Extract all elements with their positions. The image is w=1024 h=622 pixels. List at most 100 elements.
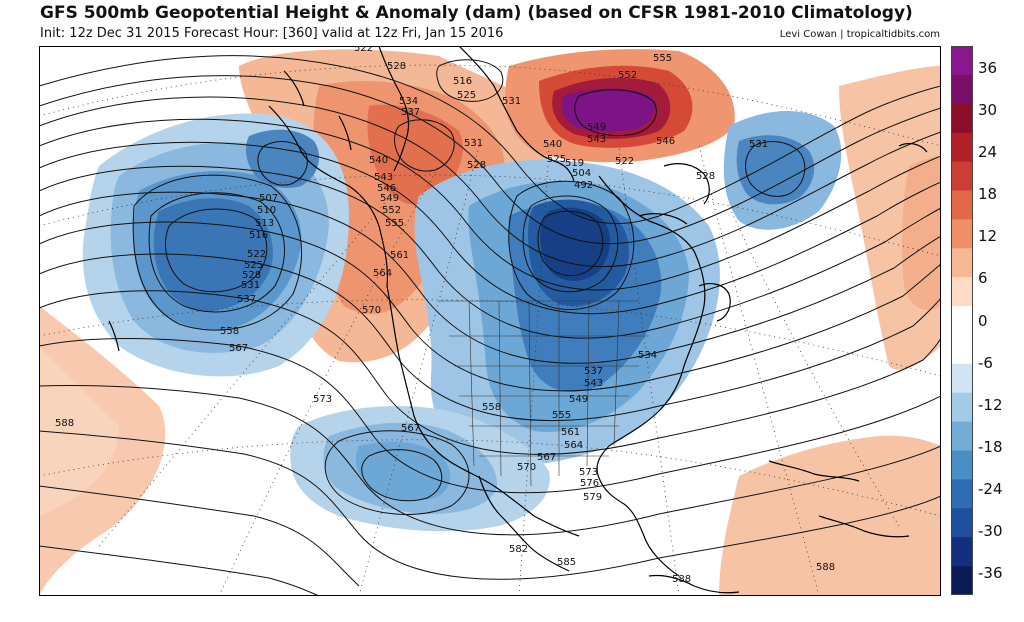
colorbar-segment <box>951 46 973 76</box>
contour-label: 534 <box>638 350 657 361</box>
colorbar-tick-label: -24 <box>978 479 1003 498</box>
contour-label: 507 <box>259 193 278 204</box>
colorbar-segment <box>951 74 973 105</box>
colorbar-segment <box>951 363 973 394</box>
contour-label: 567 <box>229 343 248 354</box>
colorbar-tick-label: 24 <box>978 143 998 162</box>
contour-label: 564 <box>373 268 392 279</box>
contour-label: 585 <box>557 557 576 568</box>
contour-label: 531 <box>464 138 483 149</box>
contour-label: 573 <box>579 467 598 478</box>
contour-label: 528 <box>467 160 486 171</box>
contour-label: 540 <box>543 139 562 150</box>
colorbar-tick-label: 0 <box>978 311 988 330</box>
colorbar-segment <box>951 219 973 249</box>
contour-label: 561 <box>561 427 580 438</box>
contour-label: 504 <box>572 168 591 179</box>
contour-label: 576 <box>580 478 599 489</box>
colorbar-tick-label: -6 <box>978 353 993 372</box>
contour-label: 516 <box>453 76 472 87</box>
contour-label: 543 <box>587 134 606 145</box>
contour-label: 519 <box>565 158 584 169</box>
colorbar-tick-label: 30 <box>978 101 998 120</box>
map-title: GFS 500mb Geopotential Height & Anomaly … <box>40 3 913 23</box>
colorbar-tick-label: -12 <box>978 395 1003 414</box>
positive-anomaly-regions <box>39 49 941 596</box>
contour-label: 531 <box>749 139 768 150</box>
contour-label: 561 <box>390 250 409 261</box>
contour-label: 579 <box>583 492 602 503</box>
contour-label: 573 <box>313 394 332 405</box>
contour-label: 531 <box>241 280 260 291</box>
contour-label: 510 <box>257 205 276 216</box>
contour-label: 516 <box>249 230 268 241</box>
contour-label: 528 <box>696 171 715 182</box>
contour-label: 549 <box>569 394 588 405</box>
contour-label: 588 <box>816 562 835 573</box>
colorbar-segment <box>951 306 973 336</box>
contour-label: 552 <box>618 70 637 81</box>
colorbar-segment <box>951 479 973 509</box>
contour-label: 549 <box>380 193 399 204</box>
colorbar-segment <box>951 277 973 307</box>
contour-label: 564 <box>564 440 583 451</box>
colorbar-segment <box>951 421 973 452</box>
contour-label: 588 <box>55 418 74 429</box>
colorbar-segment <box>951 190 973 220</box>
contour-label: 537 <box>401 107 420 118</box>
contour-label: 522 <box>247 249 266 260</box>
coastlines <box>108 46 928 594</box>
colorbar-segment <box>951 161 973 191</box>
map-frame <box>39 46 941 596</box>
header: GFS 500mb Geopotential Height & Anomaly … <box>0 0 1024 46</box>
colorbar-tick-label: 36 <box>978 59 998 77</box>
contour-label: 540 <box>369 155 388 166</box>
colorbar-segment <box>951 103 973 134</box>
colorbar-segment <box>951 248 973 278</box>
contour-label: 522 <box>615 156 634 167</box>
map-subtitle: Init: 12z Dec 31 2015 Forecast Hour: [36… <box>40 26 504 41</box>
contour-label: 528 <box>387 61 406 72</box>
lat-lon-grid <box>39 64 941 596</box>
author-credit: Levi Cowan | tropicaltidbits.com <box>779 29 940 40</box>
contour-label: 528 <box>242 270 261 281</box>
contour-label: 555 <box>653 53 672 64</box>
colorbar-segment <box>951 450 973 480</box>
contour-label: 492 <box>574 180 593 191</box>
colorbar-tick-label: 18 <box>978 185 998 204</box>
contour-label: 522 <box>354 46 373 54</box>
contour-label: 525 <box>457 90 476 101</box>
contour-label: 543 <box>584 378 603 389</box>
contour-label: 531 <box>502 96 521 107</box>
contour-label: 567 <box>401 423 420 434</box>
contour-label: 552 <box>382 205 401 216</box>
colorbar-tick-label: -30 <box>978 521 1003 540</box>
contour-label: 555 <box>385 218 404 229</box>
colorbar-border <box>951 46 973 595</box>
colorbar-segment <box>951 132 973 163</box>
contour-label: 546 <box>377 183 396 194</box>
contour-label: 582 <box>509 544 528 555</box>
contour-label: 534 <box>399 96 418 107</box>
contour-label: 558 <box>482 402 501 413</box>
contour-label: 546 <box>656 136 675 147</box>
colorbar-segment <box>951 392 973 423</box>
colorbar-labels: 36 30 24 18 12 6 0 -6 -12 -18 -24 -30 -36 <box>974 46 1024 595</box>
contour-label: 537 <box>584 366 603 377</box>
contour-label: 567 <box>537 452 556 463</box>
colorbar-segment <box>951 334 973 365</box>
contour-label: 588 <box>672 574 691 585</box>
contour-label: 525 <box>547 154 566 165</box>
contour-label: 537 <box>237 294 256 305</box>
colorbar-tick-label: -36 <box>978 564 1003 582</box>
colorbar-tick-label: 6 <box>978 269 988 288</box>
contour-label: 543 <box>374 172 393 183</box>
contour-label: 525 <box>244 260 263 271</box>
colorbar-segment <box>951 566 973 595</box>
contour-label: 555 <box>552 410 571 421</box>
height-contours <box>39 55 941 596</box>
colorbar <box>951 46 973 595</box>
contour-label: 549 <box>587 122 606 133</box>
